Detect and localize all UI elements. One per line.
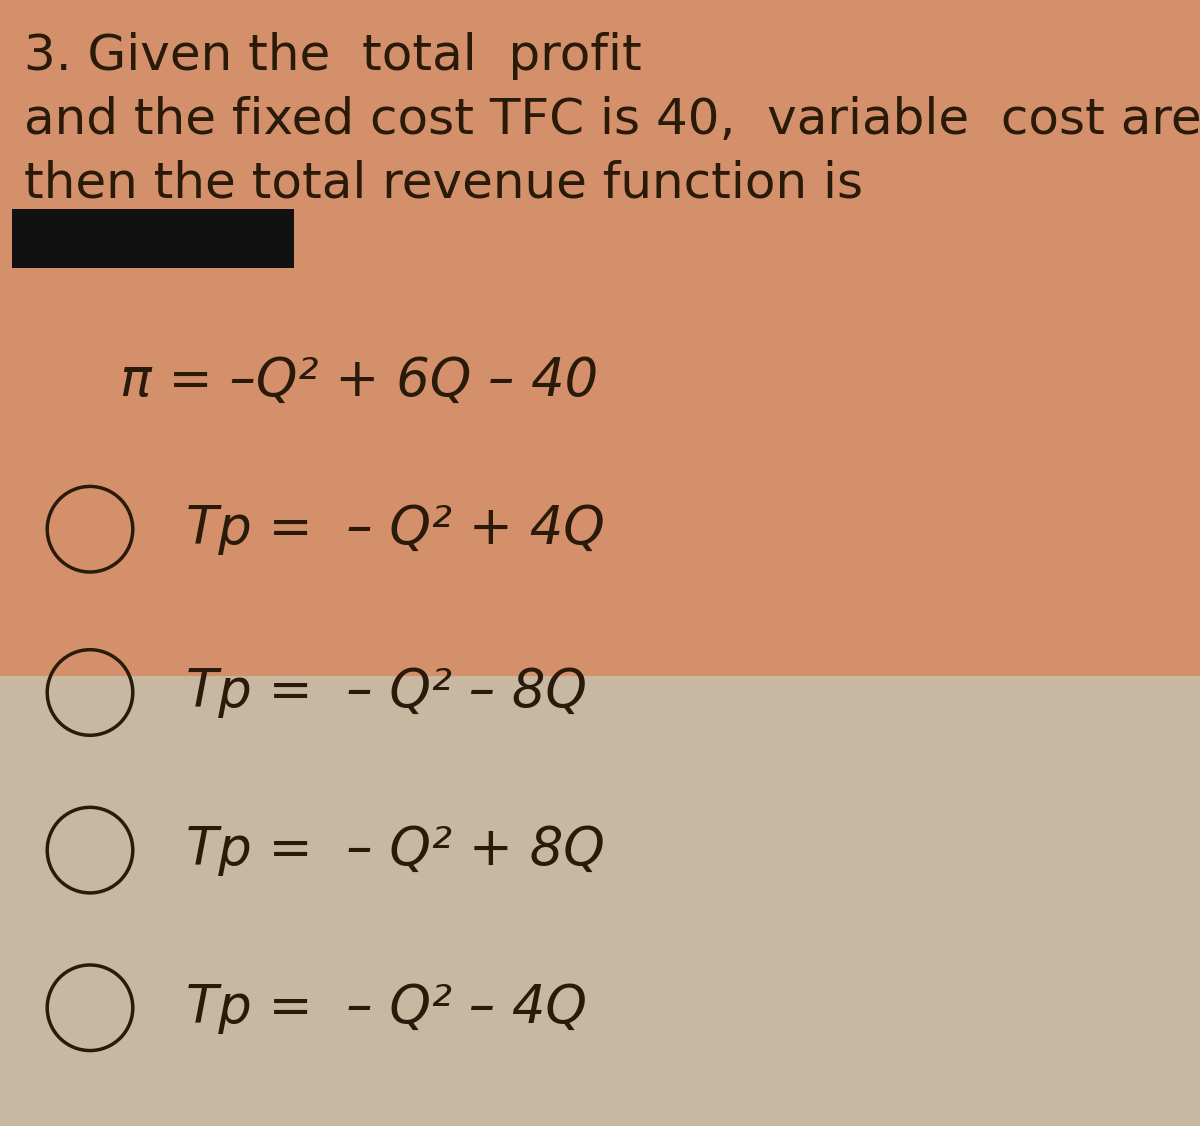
FancyBboxPatch shape	[0, 676, 1200, 1126]
Text: 3. Given the  total  profit: 3. Given the total profit	[24, 32, 642, 80]
Text: Tp =  – Q² + 4Q: Tp = – Q² + 4Q	[186, 503, 605, 555]
Text: Tp =  – Q² – 8Q: Tp = – Q² – 8Q	[186, 667, 587, 718]
Text: Tp =  – Q² + 8Q: Tp = – Q² + 8Q	[186, 824, 605, 876]
FancyBboxPatch shape	[12, 209, 294, 268]
Text: π = –Q² + 6Q – 40: π = –Q² + 6Q – 40	[120, 355, 598, 406]
FancyBboxPatch shape	[0, 0, 1200, 676]
Text: Tp =  – Q² – 4Q: Tp = – Q² – 4Q	[186, 982, 587, 1034]
Text: and the fixed cost TFC is 40,  variable  cost are 2: and the fixed cost TFC is 40, variable c…	[24, 96, 1200, 144]
Text: then the total revenue function is: then the total revenue function is	[24, 160, 863, 208]
